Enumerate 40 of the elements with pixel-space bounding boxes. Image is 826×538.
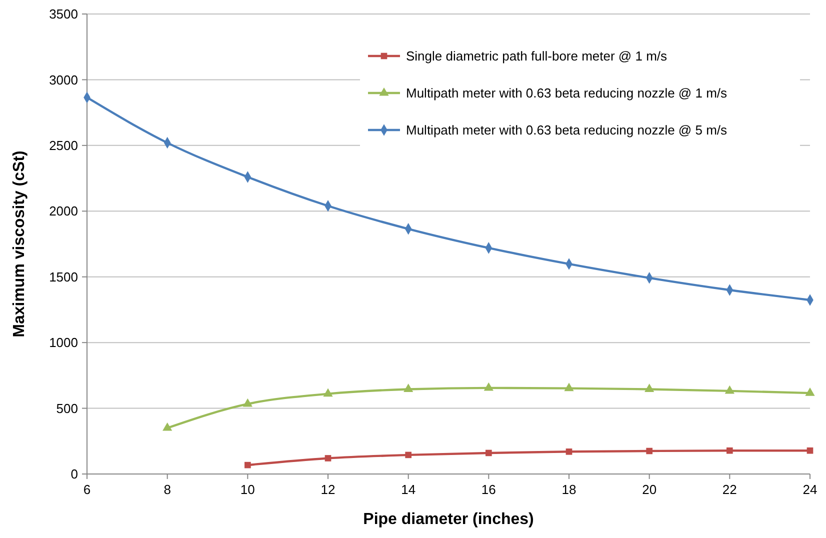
y-tick-label: 500 (56, 400, 78, 416)
y-tick-label: 3000 (49, 72, 78, 88)
x-tick-label: 20 (642, 482, 657, 497)
point (486, 450, 492, 456)
x-tick-label: 6 (83, 482, 91, 497)
point (805, 387, 815, 396)
x-tick-label: 14 (401, 482, 416, 497)
point (323, 388, 333, 397)
point (724, 385, 734, 394)
point (566, 448, 572, 455)
y-tick-label: 2500 (49, 138, 78, 153)
y-tick-label: 3500 (49, 6, 78, 22)
y-tick-label: 0 (70, 466, 78, 482)
point (242, 398, 252, 407)
point (484, 382, 494, 391)
point (162, 422, 172, 431)
x-tick-label: 12 (320, 482, 336, 497)
point (324, 455, 332, 462)
point (806, 447, 814, 454)
y-tick-label: 2000 (49, 204, 78, 219)
point (404, 384, 414, 392)
legend-label: Multipath meter with 0.63 beta reducing nozzle @ 5 m/s (406, 122, 728, 138)
point (564, 382, 574, 392)
point (646, 448, 652, 454)
x-tick-label: 18 (562, 482, 576, 497)
y-tick-label: 1000 (49, 335, 78, 350)
legend-label: Multipath meter with 0.63 beta reducing nozzle @ 1 m/s (406, 86, 728, 101)
x-tick-label: 24 (802, 482, 818, 497)
point (644, 384, 654, 392)
y-axis-title: Maximum viscosity (cSt) (11, 150, 28, 338)
x-tick-label: 8 (164, 482, 171, 497)
point (244, 462, 251, 468)
x-tick-label: 16 (481, 482, 496, 497)
point (726, 447, 733, 454)
point (405, 452, 412, 458)
x-tick-label: 10 (240, 482, 255, 497)
y-tick-label: 1500 (49, 269, 78, 284)
x-tick-label: 22 (722, 482, 737, 497)
legend-label: Single diametric path full-bore meter @ 1 m/s (406, 48, 668, 64)
x-axis-title: Pipe diameter (inches) (363, 511, 534, 528)
